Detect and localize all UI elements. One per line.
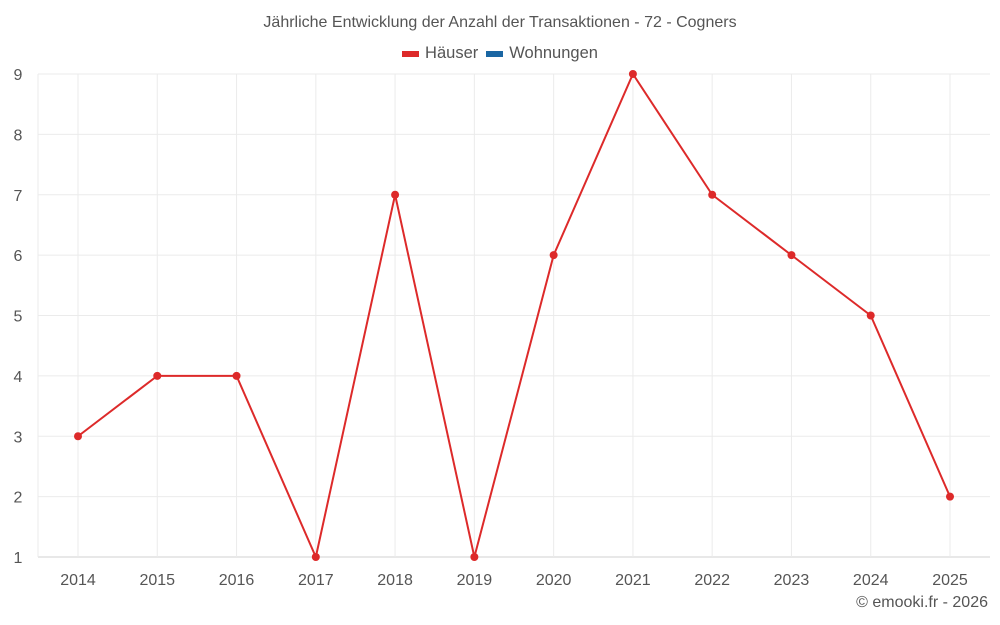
x-tick-label: 2020	[536, 572, 572, 589]
x-tick-label: 2024	[853, 572, 889, 589]
legend-item-wohnungen[interactable]: Wohnungen	[486, 44, 598, 63]
x-tick-label: 2018	[377, 572, 413, 589]
legend-label-haeuser: Häuser	[425, 44, 479, 62]
copyright-footer: © emooki.fr - 2026	[856, 594, 988, 611]
data-point[interactable]	[470, 553, 479, 561]
x-tick-label: 2015	[139, 572, 175, 589]
legend-item-haeuser[interactable]: Häuser	[402, 44, 478, 63]
x-tick-label: 2016	[219, 572, 255, 589]
x-tick-label: 2022	[694, 572, 730, 589]
x-tick-label: 2021	[615, 572, 651, 589]
x-tick-label: 2025	[932, 572, 968, 589]
x-tick-label: 2019	[457, 572, 493, 589]
y-tick-label: 7	[14, 188, 23, 205]
data-point[interactable]	[311, 553, 320, 561]
y-tick-label: 6	[14, 248, 23, 265]
legend: Häuser Wohnungen	[0, 44, 1000, 63]
y-tick-label: 5	[14, 309, 23, 326]
y-tick-label: 8	[14, 127, 23, 144]
data-point[interactable]	[628, 70, 637, 78]
x-tick-label: 2023	[774, 572, 810, 589]
data-point[interactable]	[232, 371, 241, 380]
data-point[interactable]	[74, 432, 82, 441]
data-point[interactable]	[946, 492, 954, 501]
x-tick-label: 2017	[298, 572, 334, 589]
y-tick-label: 1	[14, 550, 23, 567]
data-point[interactable]	[866, 311, 875, 320]
data-point[interactable]	[549, 251, 558, 260]
y-tick-label: 4	[14, 369, 23, 386]
data-point[interactable]	[787, 251, 796, 260]
data-point[interactable]	[708, 190, 717, 199]
legend-swatch-wohnungen	[486, 50, 504, 57]
legend-swatch-haeuser	[402, 50, 420, 57]
x-tick-label: 2014	[60, 572, 96, 589]
y-tick-label: 3	[14, 429, 23, 446]
data-point[interactable]	[153, 371, 162, 380]
legend-label-wohnungen: Wohnungen	[509, 44, 598, 62]
series-line	[77, 73, 951, 558]
y-tick-label: 2	[14, 490, 23, 507]
chart-title: Jährliche Entwicklung der Anzahl der Tra…	[263, 14, 737, 31]
data-point[interactable]	[391, 190, 400, 199]
y-tick-label: 9	[14, 67, 23, 84]
